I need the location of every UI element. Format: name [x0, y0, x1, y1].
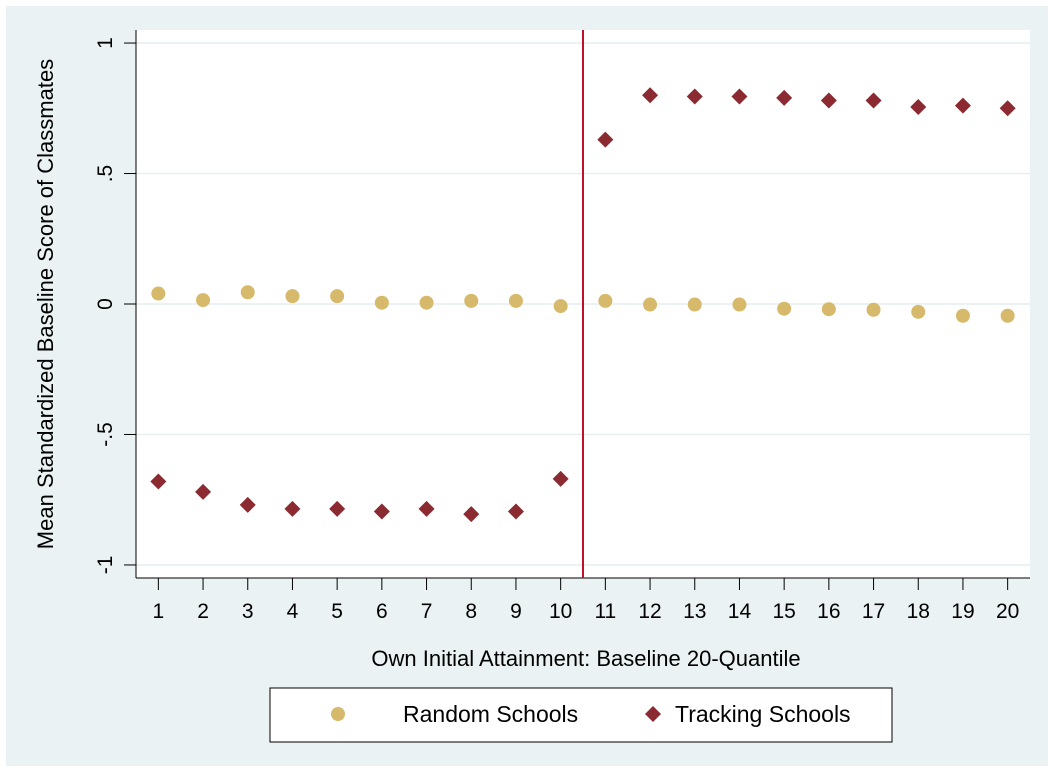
x-tick-label: 12 — [638, 600, 661, 623]
x-tick-label: 4 — [287, 600, 299, 623]
point-tracking-schools — [686, 88, 703, 105]
y-tick-label: -1 — [94, 556, 117, 575]
x-tick-label: 18 — [907, 600, 930, 623]
axes: -1-.50.511 2 3 4 5 6 7 8 9 10 11 12 13 14 15 16 17 18 19 20 — [94, 30, 1030, 623]
point-random-schools — [419, 295, 434, 310]
x-tick-label: 13 — [683, 600, 706, 623]
legend-marker-tracking-schools — [645, 706, 661, 722]
point-tracking-schools — [820, 92, 837, 109]
y-tick-label: .5 — [94, 165, 117, 183]
point-tracking-schools — [373, 503, 390, 520]
x-tick-label: 1 — [153, 600, 165, 623]
x-tick-label: 5 — [331, 600, 343, 623]
point-random-schools — [285, 289, 300, 304]
x-tick-label: 10 — [549, 600, 572, 623]
point-random-schools — [196, 293, 211, 308]
point-tracking-schools — [731, 88, 748, 105]
point-random-schools — [464, 293, 479, 308]
legend-label-random-schools: Random Schools — [403, 701, 578, 727]
point-tracking-schools — [776, 89, 793, 106]
x-tick-label: 20 — [996, 600, 1019, 623]
x-tick-label: 9 — [510, 600, 522, 623]
point-random-schools — [598, 293, 613, 308]
x-tick-label: 14 — [728, 600, 752, 623]
point-random-schools — [866, 302, 881, 317]
point-random-schools — [732, 297, 747, 312]
y-tick-label: 0 — [94, 298, 117, 310]
point-random-schools — [374, 295, 389, 310]
x-tick-label: 15 — [772, 600, 795, 623]
x-tick-label: 2 — [197, 600, 209, 623]
x-tick-label: 19 — [951, 600, 974, 623]
legend-box — [269, 687, 893, 743]
point-tracking-schools — [642, 87, 659, 104]
point-random-schools — [777, 301, 792, 316]
point-tracking-schools — [329, 500, 346, 517]
point-tracking-schools — [954, 97, 971, 114]
x-tick-label: 11 — [594, 600, 616, 623]
point-tracking-schools — [195, 483, 212, 500]
point-random-schools — [821, 302, 836, 317]
x-tick-label: 6 — [376, 600, 388, 623]
point-random-schools — [508, 293, 523, 308]
point-random-schools — [955, 308, 970, 323]
legend-marker-random-schools — [331, 707, 345, 721]
point-random-schools — [151, 286, 166, 301]
x-axis-title: Own Initial Attainment: Baseline 20-Quan… — [371, 646, 800, 671]
point-random-schools — [240, 285, 255, 300]
point-tracking-schools — [463, 506, 480, 523]
y-tick-label: -.5 — [94, 422, 117, 447]
x-tick-label: 7 — [421, 600, 433, 623]
x-tick-label: 8 — [465, 600, 477, 623]
x-tick-label: 17 — [862, 600, 885, 623]
y-tick-label: 1 — [94, 37, 117, 49]
point-random-schools — [911, 304, 926, 319]
legend: Random Schools Tracking Schools — [269, 687, 893, 743]
point-random-schools — [687, 297, 702, 312]
y-axis-title: Mean Standardized Baseline Score of Clas… — [33, 59, 58, 549]
point-tracking-schools — [552, 470, 569, 487]
point-tracking-schools — [865, 92, 882, 109]
point-tracking-schools — [507, 503, 524, 520]
point-tracking-schools — [239, 496, 256, 513]
point-tracking-schools — [418, 500, 435, 517]
legend-label-tracking-schools: Tracking Schools — [675, 701, 851, 727]
point-random-schools — [553, 299, 568, 314]
point-tracking-schools — [999, 100, 1016, 117]
point-random-schools — [643, 297, 658, 312]
point-random-schools — [330, 289, 345, 304]
point-tracking-schools — [597, 131, 614, 148]
x-tick-label: 3 — [242, 600, 254, 623]
point-tracking-schools — [910, 98, 927, 115]
data-points — [150, 87, 1016, 523]
point-tracking-schools — [284, 500, 301, 517]
point-random-schools — [1000, 308, 1015, 323]
point-tracking-schools — [150, 473, 167, 490]
x-tick-label: 16 — [817, 600, 840, 623]
